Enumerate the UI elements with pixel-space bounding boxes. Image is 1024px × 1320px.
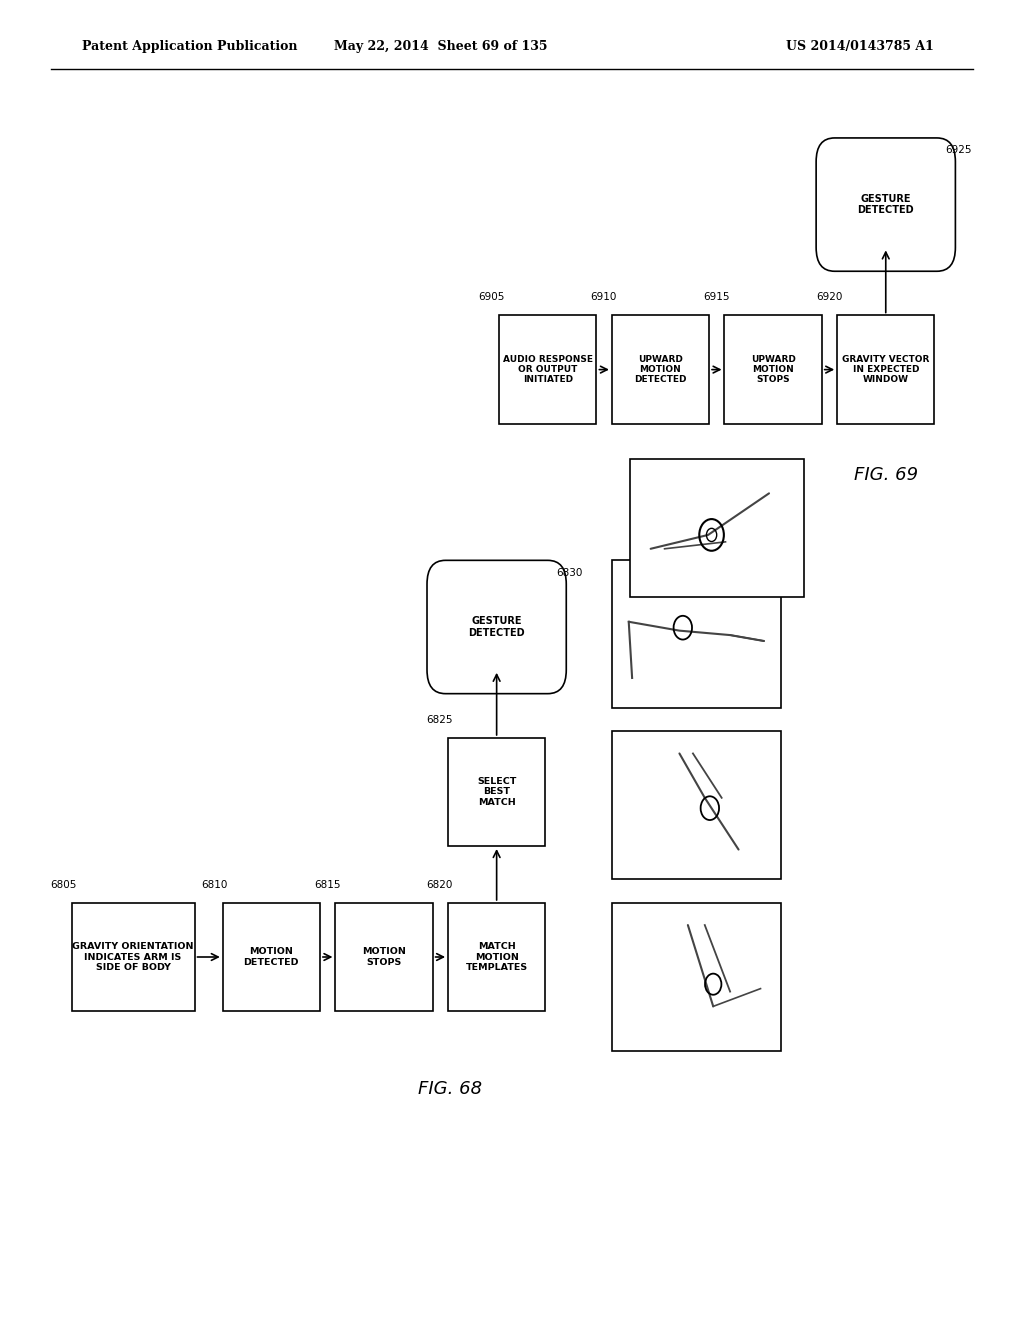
FancyBboxPatch shape xyxy=(223,903,319,1011)
FancyBboxPatch shape xyxy=(816,139,955,272)
Text: 6915: 6915 xyxy=(703,292,729,302)
Text: May 22, 2014  Sheet 69 of 135: May 22, 2014 Sheet 69 of 135 xyxy=(334,40,547,53)
Text: GESTURE
DETECTED: GESTURE DETECTED xyxy=(468,616,525,638)
Text: MOTION
DETECTED: MOTION DETECTED xyxy=(244,948,299,966)
Text: 6830: 6830 xyxy=(556,568,583,578)
FancyBboxPatch shape xyxy=(449,738,545,846)
Text: GRAVITY VECTOR
IN EXPECTED
WINDOW: GRAVITY VECTOR IN EXPECTED WINDOW xyxy=(842,355,930,384)
Text: MOTION
STOPS: MOTION STOPS xyxy=(362,948,406,966)
Text: AUDIO RESPONSE
OR OUTPUT
INITIATED: AUDIO RESPONSE OR OUTPUT INITIATED xyxy=(503,355,593,384)
FancyBboxPatch shape xyxy=(612,903,781,1051)
Text: 6905: 6905 xyxy=(478,292,505,302)
Text: 6910: 6910 xyxy=(591,292,616,302)
Text: MATCH
MOTION
TEMPLATES: MATCH MOTION TEMPLATES xyxy=(466,942,527,972)
Text: 6825: 6825 xyxy=(427,714,453,725)
Text: 6805: 6805 xyxy=(50,879,77,890)
Text: GRAVITY ORIENTATION
INDICATES ARM IS
SIDE OF BODY: GRAVITY ORIENTATION INDICATES ARM IS SID… xyxy=(73,942,194,972)
Text: 6815: 6815 xyxy=(314,879,340,890)
FancyBboxPatch shape xyxy=(612,731,781,879)
Text: 6820: 6820 xyxy=(427,879,453,890)
Text: US 2014/0143785 A1: US 2014/0143785 A1 xyxy=(786,40,934,53)
Text: SELECT
BEST
MATCH: SELECT BEST MATCH xyxy=(477,777,516,807)
FancyBboxPatch shape xyxy=(72,903,195,1011)
FancyBboxPatch shape xyxy=(336,903,432,1011)
Text: UPWARD
MOTION
DETECTED: UPWARD MOTION DETECTED xyxy=(634,355,687,384)
Text: 6925: 6925 xyxy=(945,145,972,156)
FancyBboxPatch shape xyxy=(725,315,821,424)
Text: Patent Application Publication: Patent Application Publication xyxy=(82,40,297,53)
FancyBboxPatch shape xyxy=(838,315,934,424)
FancyBboxPatch shape xyxy=(427,560,566,694)
FancyBboxPatch shape xyxy=(612,315,709,424)
Text: UPWARD
MOTION
STOPS: UPWARD MOTION STOPS xyxy=(751,355,796,384)
Text: 6810: 6810 xyxy=(202,879,228,890)
Text: GESTURE
DETECTED: GESTURE DETECTED xyxy=(857,194,914,215)
FancyBboxPatch shape xyxy=(630,459,804,597)
Text: FIG. 69: FIG. 69 xyxy=(854,466,918,484)
Text: 6920: 6920 xyxy=(816,292,842,302)
FancyBboxPatch shape xyxy=(449,903,545,1011)
Text: FIG. 68: FIG. 68 xyxy=(419,1080,482,1098)
FancyBboxPatch shape xyxy=(500,315,596,424)
FancyBboxPatch shape xyxy=(612,560,781,708)
